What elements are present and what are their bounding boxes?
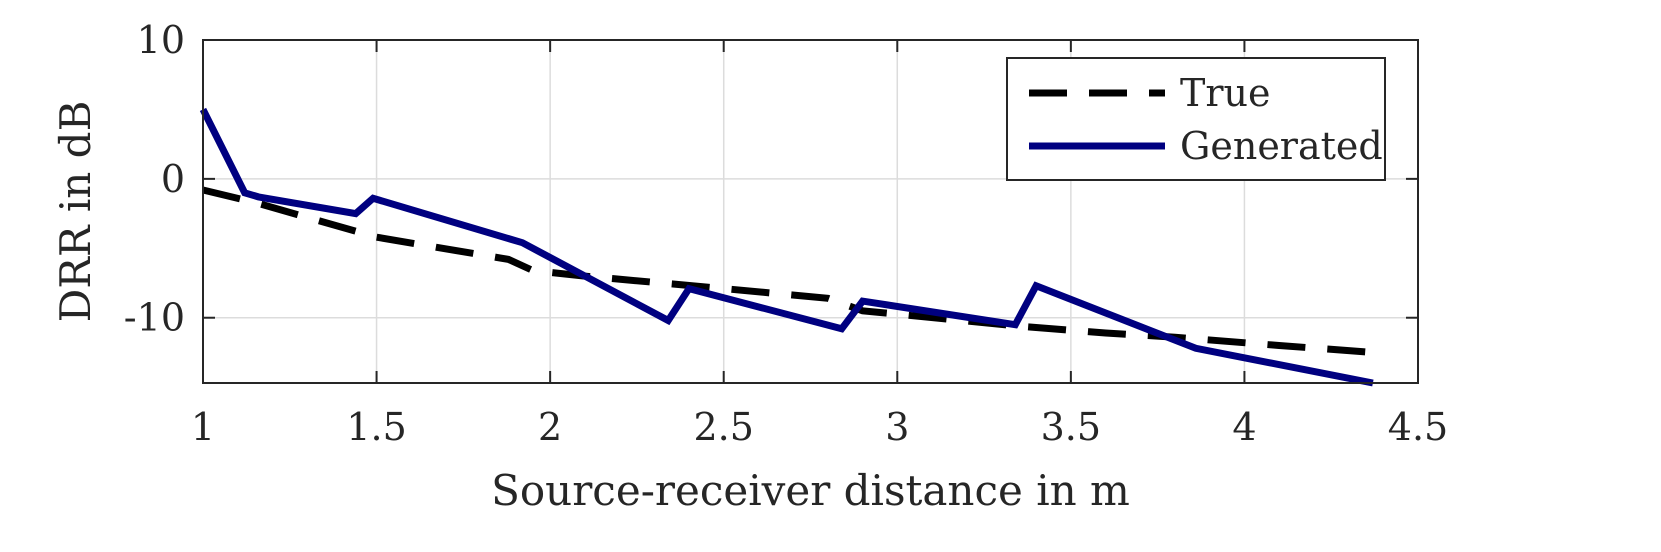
x-tick-label: 1	[191, 405, 215, 449]
x-axis-label: Source-receiver distance in m	[491, 466, 1130, 515]
plot-series	[199, 107, 1374, 387]
legend-label-generated: Generated	[1180, 124, 1383, 168]
y-tick-label: -10	[124, 296, 185, 340]
x-tick-label: 3	[885, 405, 909, 449]
legend-box	[1006, 57, 1386, 181]
x-tick-label: 4	[1232, 405, 1256, 449]
y-axis-label: DRR in dB	[51, 101, 100, 323]
axis-ticks: 1 1.5 2 2.5 3 3.5 4 4.5 10 0 -10	[124, 18, 1448, 449]
y-tick-label: 0	[161, 157, 185, 201]
series-line-generated	[199, 107, 1374, 387]
y-tick-label: 10	[137, 18, 185, 62]
x-tick-label: 2	[538, 405, 562, 449]
series-line-true	[202, 186, 1374, 356]
x-tick-label: 3.5	[1041, 405, 1101, 449]
plot-frame	[202, 39, 1419, 384]
legend: True Generated	[1006, 57, 1386, 181]
x-tick-label: 2.5	[693, 405, 753, 449]
x-tick-label: 4.5	[1388, 405, 1448, 449]
x-tick-label: 1.5	[346, 405, 406, 449]
legend-label-true: True	[1180, 71, 1270, 115]
